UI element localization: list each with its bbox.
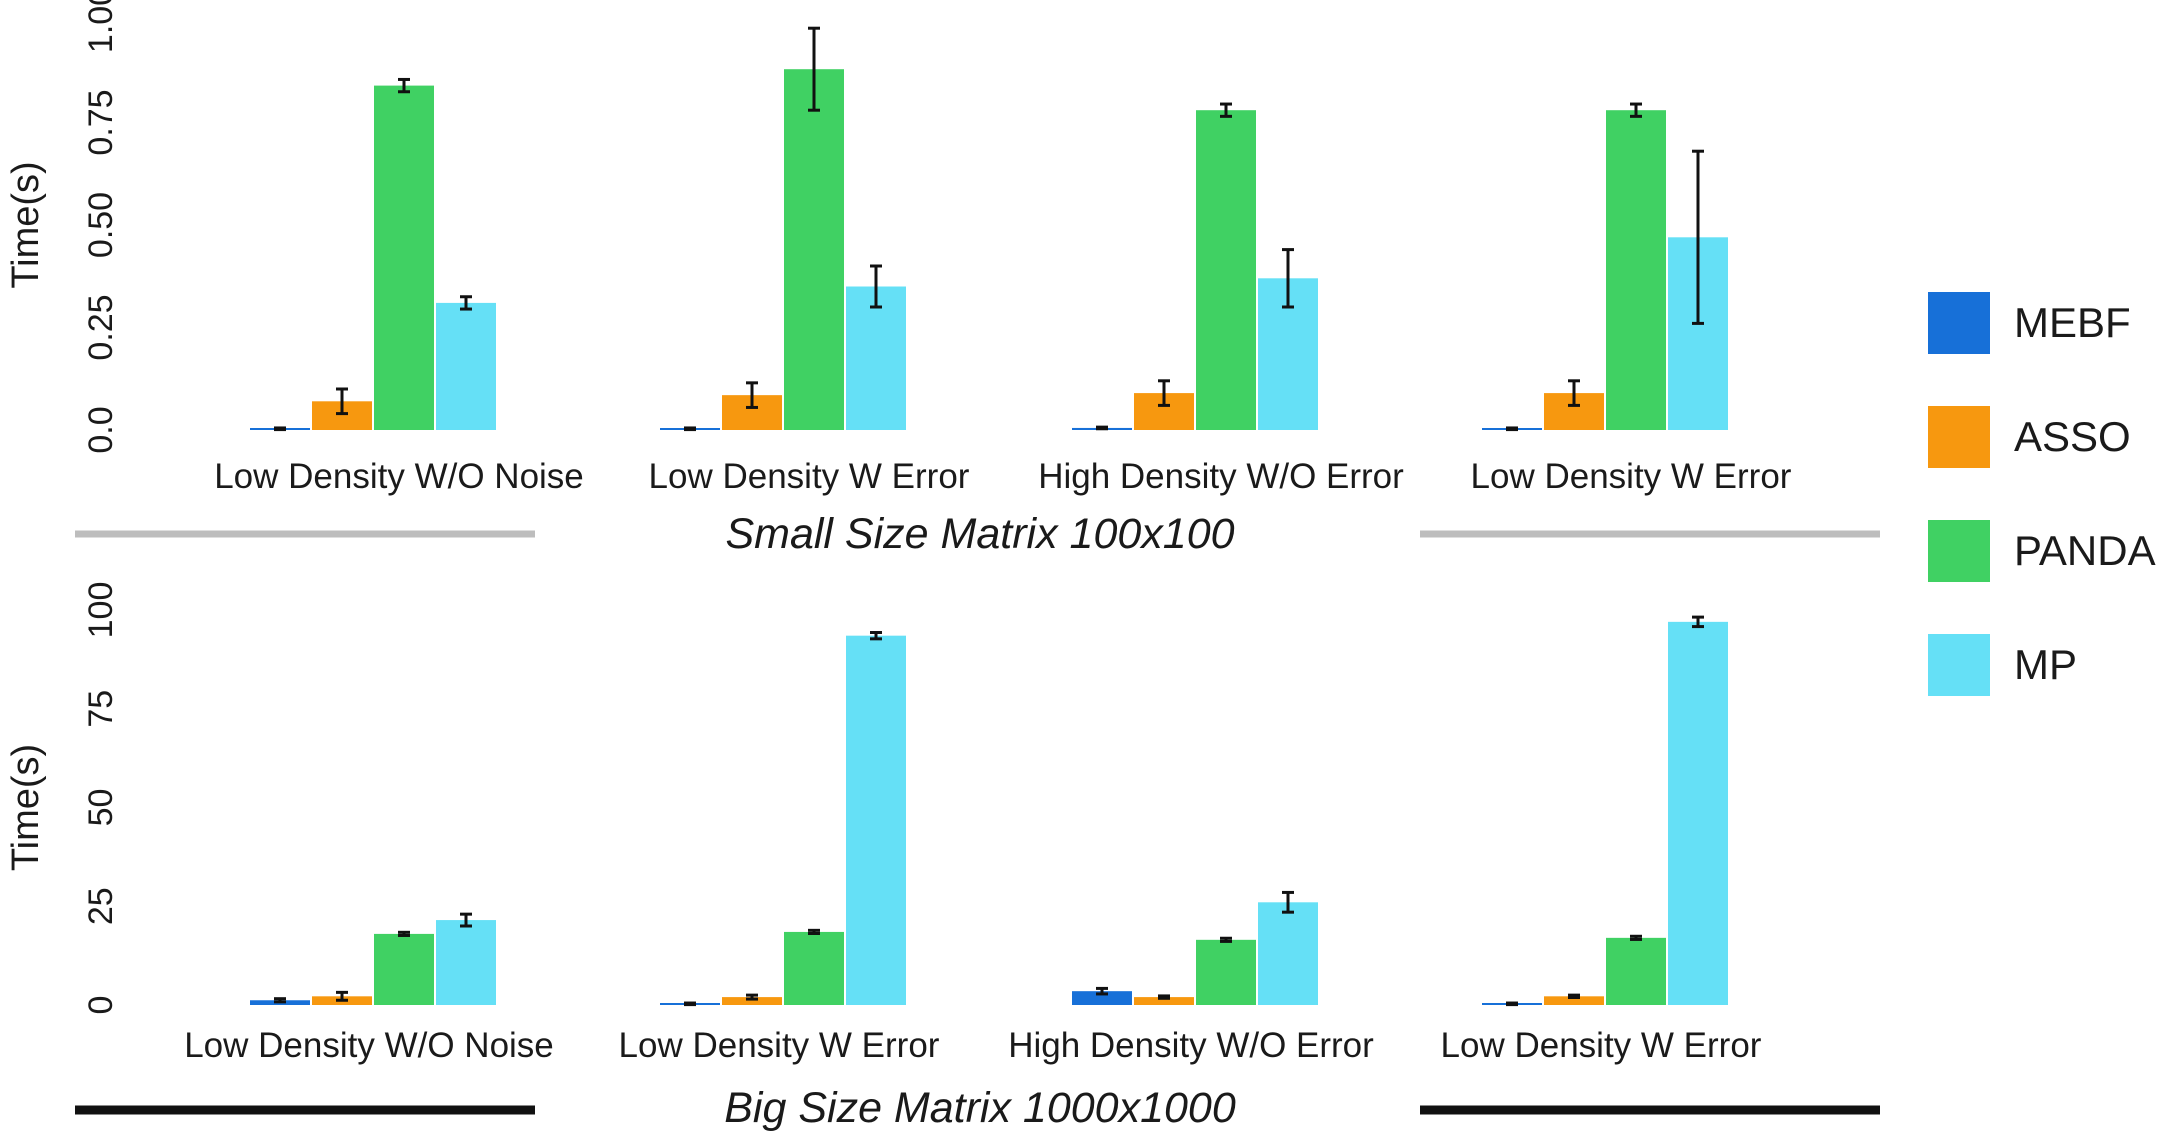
y-tick-label: 50 (82, 789, 120, 827)
bar-mp-low-density-w-error (1668, 621, 1728, 1005)
y-axis-label: Time(s) (5, 744, 47, 871)
x-category-label: Low Density W/O Noise (214, 457, 584, 496)
bar-panda-low-density-w-error (1606, 937, 1666, 1005)
bar-asso-low-density-w-error (1544, 996, 1604, 1005)
bar-panda-low-density-w-o-noise (374, 85, 434, 430)
legend-swatch-mp (1928, 634, 1990, 696)
bar-asso-high-density-w-o-error (1134, 997, 1194, 1005)
bar-mp-high-density-w-o-error (1258, 902, 1318, 1005)
bar-panda-high-density-w-o-error (1196, 939, 1256, 1005)
x-category-label: Low Density W Error (649, 457, 970, 496)
y-tick-label: 0.75 (82, 89, 120, 155)
legend-swatch-asso (1928, 406, 1990, 468)
bar-panda-low-density-w-o-noise (374, 933, 434, 1005)
bar-mp-low-density-w-error (846, 286, 906, 430)
y-tick-label: 75 (82, 690, 120, 728)
bar-panda-low-density-w-error (784, 931, 844, 1005)
y-tick-label: 100 (82, 582, 120, 639)
legend: MEBF ASSO PANDA MP (1928, 292, 2156, 696)
bar-panda-high-density-w-o-error (1196, 110, 1256, 430)
x-category-label: Low Density W Error (1471, 457, 1792, 496)
x-category-label: High Density W/O Error (1008, 1026, 1374, 1065)
y-axis-label: Time(s) (5, 161, 47, 288)
y-tick-label: 1.00 (82, 0, 120, 53)
y-tick-label: 0.25 (82, 294, 120, 360)
legend-label-panda: PANDA (2014, 527, 2156, 574)
x-category-label: Low Density W Error (1441, 1026, 1762, 1065)
chart-panel-big-matrix: Time(s) 0 25 50 75 100 Low Density W/O Noise Lo… (5, 582, 1880, 1132)
bar-panda-low-density-w-error (784, 69, 844, 430)
y-tick-label: 0 (82, 996, 120, 1015)
panel-subtitle: Small Size Matrix 100x100 (725, 510, 1234, 558)
legend-label-asso: ASSO (2014, 413, 2131, 460)
y-tick-label: 0.0 (82, 406, 120, 453)
x-category-label: High Density W/O Error (1038, 457, 1404, 496)
bar-mebf-high-density-w-o-error (1072, 991, 1132, 1005)
bar-mp-low-density-w-o-noise (436, 302, 496, 430)
legend-label-mp: MP (2014, 641, 2077, 688)
bar-asso-low-density-w-error (722, 997, 782, 1005)
y-tick-label: 25 (82, 887, 120, 925)
chart-panel-small-matrix: Time(s) 0.0 0.25 0.50 0.75 1.00 Low Density W/… (5, 0, 1880, 558)
y-tick-label: 0.50 (82, 192, 120, 258)
legend-label-mebf: MEBF (2014, 299, 2131, 346)
panel-subtitle: Big Size Matrix 1000x1000 (724, 1084, 1236, 1132)
legend-swatch-mebf (1928, 292, 1990, 354)
bar-mp-low-density-w-o-noise (436, 920, 496, 1005)
x-category-label: Low Density W/O Noise (184, 1026, 554, 1065)
x-category-label: Low Density W Error (619, 1026, 940, 1065)
bar-panda-low-density-w-error (1606, 110, 1666, 430)
bar-mp-low-density-w-error (846, 635, 906, 1005)
legend-swatch-panda (1928, 520, 1990, 582)
